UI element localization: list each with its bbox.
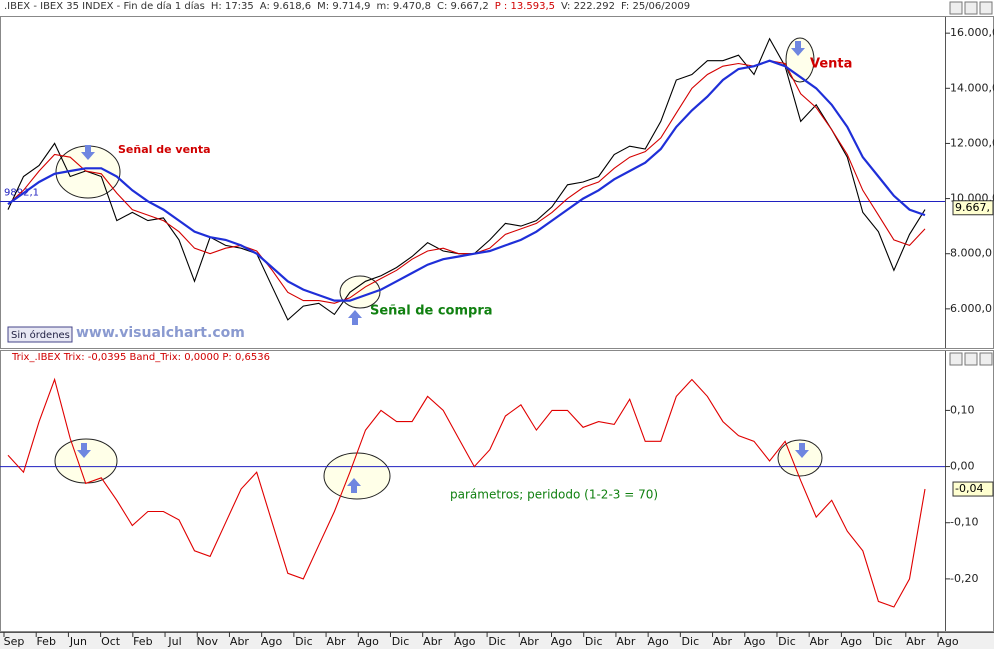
annotation: Señal de venta	[118, 143, 211, 156]
quote-field: m: 9.470,8	[376, 1, 431, 12]
minimize-button[interactable]	[949, 352, 963, 366]
y-tick-label: 14.000,0	[950, 81, 994, 94]
reference-label: 9892,1	[4, 188, 39, 199]
x-tick-label: Sep	[4, 635, 25, 648]
x-tick-label: Abr	[230, 635, 250, 648]
x-tick-label: Jul	[167, 635, 181, 648]
last-value-tag	[952, 200, 994, 216]
symbol-info: .IBEX - IBEX 35 INDEX - Fin de día 1 día…	[4, 1, 205, 12]
annotation: Señal de compra	[370, 304, 493, 319]
x-tick-label: Ago	[648, 635, 670, 648]
x-tick-label: Abr	[906, 635, 926, 648]
last-value-label: -0,04	[955, 482, 983, 495]
x-tick-label: Dic	[295, 635, 313, 648]
last-value-tag	[952, 481, 994, 497]
quote-field: H: 17:35	[210, 1, 254, 12]
y-tick-label: -0,10	[950, 516, 978, 529]
x-tick-label: Ago	[841, 635, 863, 648]
x-tick-label: Ago	[744, 635, 766, 648]
y-tick-label: -0,20	[950, 572, 978, 585]
quote-field: F: 25/06/2009	[620, 1, 691, 12]
y-tick-label: 8.000,0	[950, 247, 992, 260]
signal-arrow	[347, 478, 361, 493]
quote-field: M: 9.714,9	[317, 1, 371, 12]
x-tick-label: Ago	[937, 635, 959, 648]
annotation: Venta	[810, 57, 852, 72]
close-button[interactable]	[979, 1, 993, 15]
x-tick-label: Dic	[585, 635, 603, 648]
y-tick-label: 6.000,0	[950, 302, 992, 315]
series-line	[7, 377, 926, 608]
x-tick-label: Abr	[616, 635, 636, 648]
maximize-button[interactable]	[964, 352, 978, 366]
signal-arrow	[795, 443, 809, 458]
minimize-button[interactable]	[949, 1, 963, 15]
maximize-button[interactable]	[964, 1, 978, 15]
x-tick-label: Abr	[327, 635, 347, 648]
x-tick-label: Feb	[133, 635, 152, 648]
indicator-title: Trix_.IBEX Trix: -0,0395 Band_Trix: 0,00…	[11, 352, 270, 363]
y-tick-label: 12.000,0	[950, 136, 994, 149]
quote-field: V: 222.292	[561, 1, 615, 12]
annotation-shapes	[54, 37, 823, 500]
last-value-label: 9.667,	[955, 201, 990, 214]
x-tick-label: Abr	[520, 635, 540, 648]
x-tick-label: Dic	[682, 635, 700, 648]
x-tick-label: Oct	[101, 635, 121, 648]
x-tick-label: Dic	[875, 635, 893, 648]
x-axis-strip	[0, 632, 994, 649]
series-line	[7, 37, 926, 321]
status-box	[7, 326, 73, 343]
x-tick-label: Abr	[810, 635, 830, 648]
x-tick-label: Abr	[713, 635, 733, 648]
quote-field: C: 9.667,2	[437, 1, 489, 12]
x-tick-label: Dic	[778, 635, 796, 648]
y-tick-label: 0,00	[950, 460, 975, 473]
watermark: www.visualchart.com	[76, 325, 245, 341]
x-tick-label: Ago	[454, 635, 476, 648]
window-buttons[interactable]	[949, 1, 993, 366]
x-tick-label: Ago	[358, 635, 380, 648]
series-line	[7, 60, 926, 304]
header: .IBEX - IBEX 35 INDEX - Fin de día 1 día…	[4, 1, 696, 12]
annotation: parámetros; peridodo (1-2-3 = 70)	[450, 488, 658, 502]
x-tick-label: Dic	[488, 635, 506, 648]
status-text: Sin órdenes	[11, 329, 70, 341]
y-tick-label: 0,10	[950, 403, 975, 416]
series-line	[7, 59, 926, 302]
quote-field: A: 9.618,6	[259, 1, 312, 12]
x-tick-label: Dic	[392, 635, 410, 648]
x-tick-label: Ago	[261, 635, 283, 648]
x-tick-label: Nov	[197, 635, 219, 648]
signal-arrow	[791, 41, 805, 56]
signal-arrow	[77, 443, 91, 458]
close-button[interactable]	[979, 352, 993, 366]
signal-arrow	[348, 310, 362, 325]
signal-arrow	[81, 145, 95, 160]
x-tick-label: Ago	[551, 635, 573, 648]
x-tick-label: Jun	[69, 635, 87, 648]
x-tick-label: Abr	[423, 635, 443, 648]
y-tick-label: 16.000,0	[950, 26, 994, 39]
quote-field: P : 13.593,5	[494, 1, 555, 12]
x-tick-label: Feb	[36, 635, 55, 648]
